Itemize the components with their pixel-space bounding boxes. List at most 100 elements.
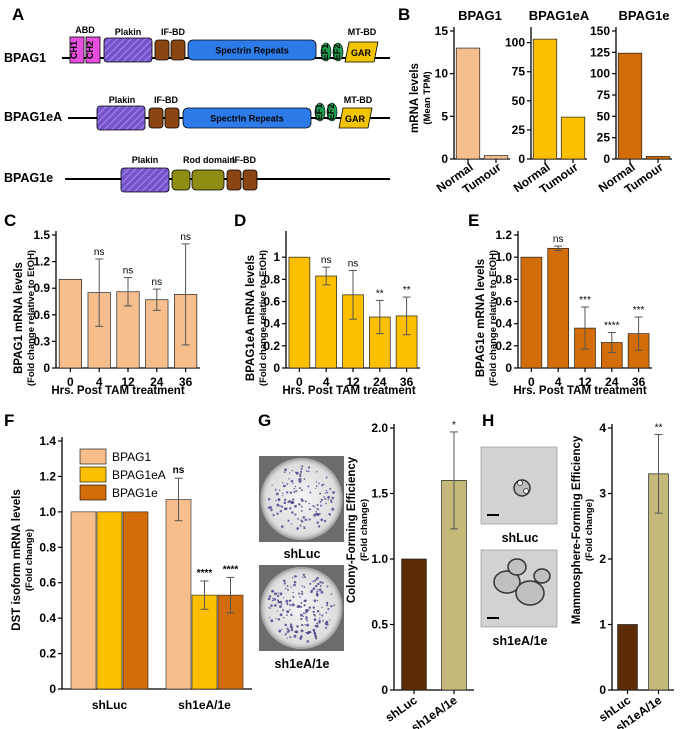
colony [329,619,331,621]
colony [286,491,289,494]
bar [58,278,82,369]
f-ylabel-sub: (Fold change) [24,529,35,591]
colony [281,505,284,508]
y-tick-label: 0.5 [371,618,388,632]
domain-plakin [96,105,146,131]
colony [291,469,294,472]
f-ylabel: DST isoform mRNA levels [11,489,23,630]
colony [318,588,322,592]
colony-dots [267,465,335,530]
colony [300,467,303,470]
y-tick-label: 0 [599,683,606,697]
colony [327,498,329,501]
significance-label: ns [173,465,185,476]
colony [291,500,295,504]
colony [306,619,309,622]
colony [284,633,287,636]
x-tick-label: 12 [578,375,592,389]
colony [286,585,289,587]
colony [308,502,310,505]
colony [305,608,309,612]
y-tick-label: 50 [512,94,526,108]
colony [332,491,335,494]
g-caption-sh1ea: sh1eA/1e [275,657,330,671]
y-tick-label: 1.5 [33,228,50,242]
colony [269,607,271,609]
domain-label-ch2: CH2 [85,41,95,59]
domain-label-ifbd: IF-BD [232,155,256,165]
colony [273,598,276,601]
domain-ef2 [326,102,338,122]
y-tick-label: 0.8 [39,540,56,554]
colony [296,625,299,628]
bar [617,624,638,691]
colony [319,581,322,584]
gene-label-bpag1: BPAG1 [4,51,46,65]
domain-label-ef1: EF1 [314,104,324,121]
colony [315,510,317,513]
colony [313,618,317,622]
colony [268,595,272,598]
colony [289,507,292,510]
legend-swatch-bpag1e [79,484,107,501]
colony [319,584,322,587]
colony [291,603,295,607]
colony [306,640,310,643]
x-tick-label: sh1eA/1e [409,693,460,729]
colony [300,601,303,604]
colony [270,604,273,607]
significance-label: * [452,420,456,431]
colony [313,513,317,517]
y-tick-label: 0.6 [33,308,50,322]
y-tick-label: 0.2 [263,339,280,353]
bar [288,256,311,369]
gene-bpag1ea: BPAG1eA Plakin IF-BD Spectrin Repeats EF… [4,95,390,131]
bar [122,511,149,690]
significance-label: ns [553,234,564,245]
significance-label: **** [604,321,620,332]
colony [314,632,317,635]
colony [279,600,283,604]
colony [284,623,288,627]
y-tick-label: 1.2 [39,469,56,483]
colony [297,479,300,481]
colony [316,609,320,613]
colony [298,487,302,490]
colony [304,500,307,503]
colony [326,585,329,588]
y-tick-label: 0 [603,152,610,166]
domain-ch2 [85,36,101,64]
colony [302,516,306,519]
colony [319,500,322,503]
y-tick-label: 100 [505,36,525,50]
colony [318,512,321,515]
colony [286,630,290,634]
x-tick-label: 36 [632,375,646,389]
colony [276,610,278,612]
colony [285,599,289,603]
colony [315,592,318,595]
significance-label: *** [579,295,591,306]
colony [297,518,300,520]
significance-label: ** [376,288,384,299]
domain-label-ef2: EF2 [332,44,342,61]
colony [302,573,305,576]
colony [282,492,284,495]
panel-c: C BPAG1 mRNA levels (Fold change relativ… [4,211,200,397]
panel-e: E BPAG1e mRNA levels (Fold change relati… [468,211,652,397]
y-tick-label: 0.4 [495,317,512,331]
d-ylabel: BPAG1eA mRNA levels [245,255,257,381]
colony [279,605,282,608]
domain-label-plakin: Plakin [109,95,136,105]
colony [319,492,322,495]
colony [316,503,319,507]
colony [283,507,287,511]
domain-gar [344,41,379,63]
domain-label-gar: GAR [345,114,366,124]
colony [298,480,302,483]
colony [315,485,318,487]
colony [313,599,317,603]
colony [283,582,286,585]
colony [276,594,280,598]
colony [283,501,287,505]
